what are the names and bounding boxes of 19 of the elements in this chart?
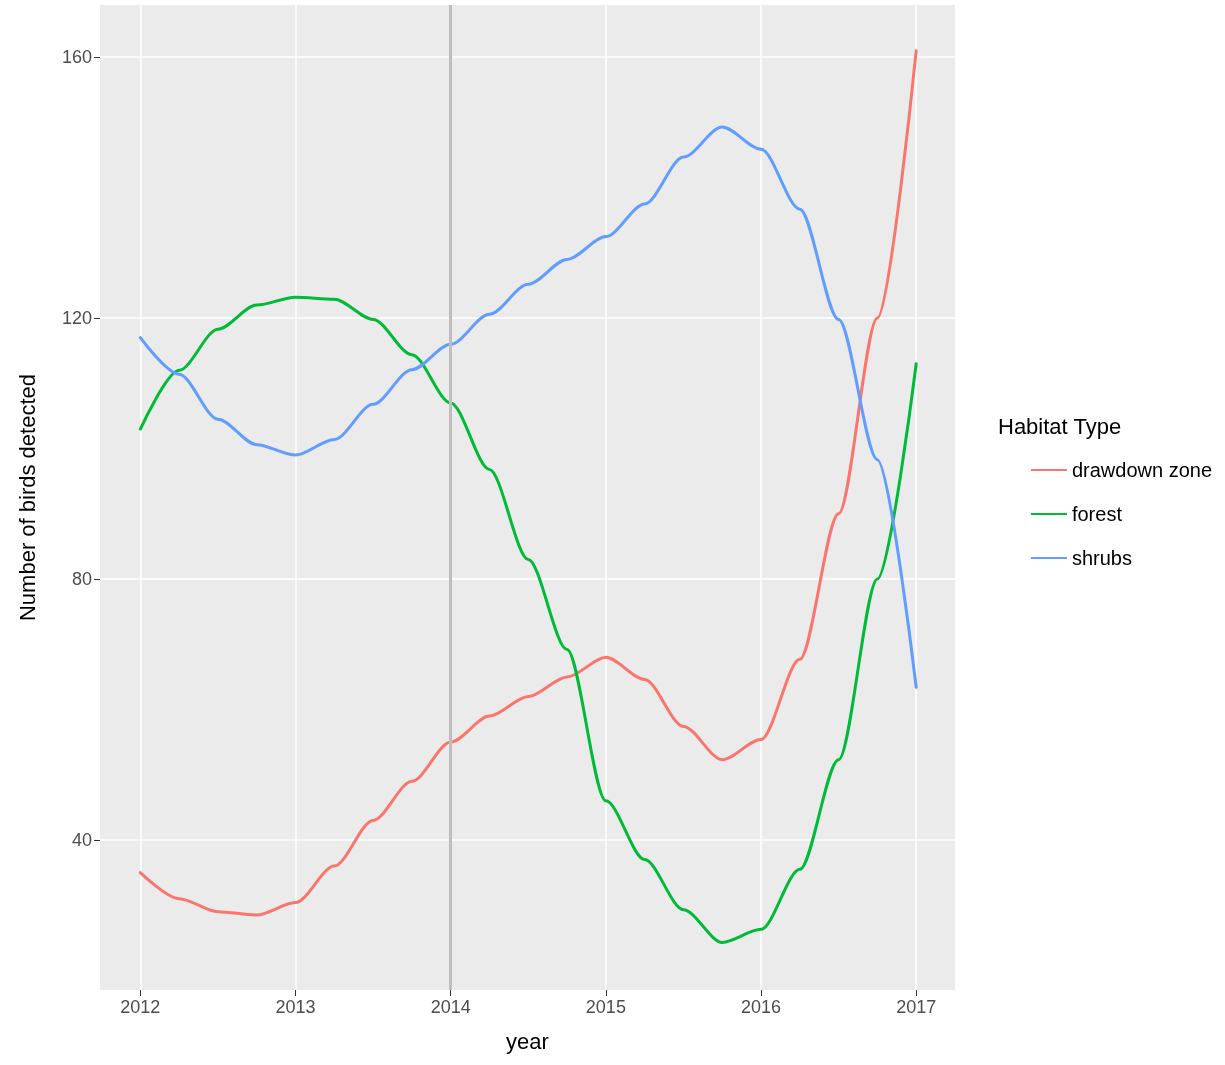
x-tick-label: 2013 [275, 997, 316, 1017]
y-tick-label: 120 [61, 308, 92, 329]
legend-label: shrubs [1071, 547, 1132, 569]
x-tick-label: 2014 [430, 997, 471, 1017]
y-tick-label: 80 [71, 569, 92, 590]
line-series [138, 295, 918, 944]
x-axis-title: year [506, 1028, 549, 1054]
x-tick-label: 2016 [741, 997, 782, 1017]
line-series [138, 125, 918, 689]
x-tick-label: 2017 [896, 997, 937, 1017]
legend-title: Habitat Type [998, 413, 1122, 439]
y-axis-title: Number of birds detected [14, 373, 40, 622]
y-tick-label: 40 [71, 829, 92, 850]
legend-label: forest [1071, 503, 1123, 525]
x-tick-label: 2012 [120, 997, 161, 1017]
legend-label: drawdown zone [1071, 459, 1213, 481]
y-tick-label: 160 [61, 47, 92, 68]
line-series [138, 49, 918, 917]
x-tick-label: 2015 [585, 997, 626, 1017]
